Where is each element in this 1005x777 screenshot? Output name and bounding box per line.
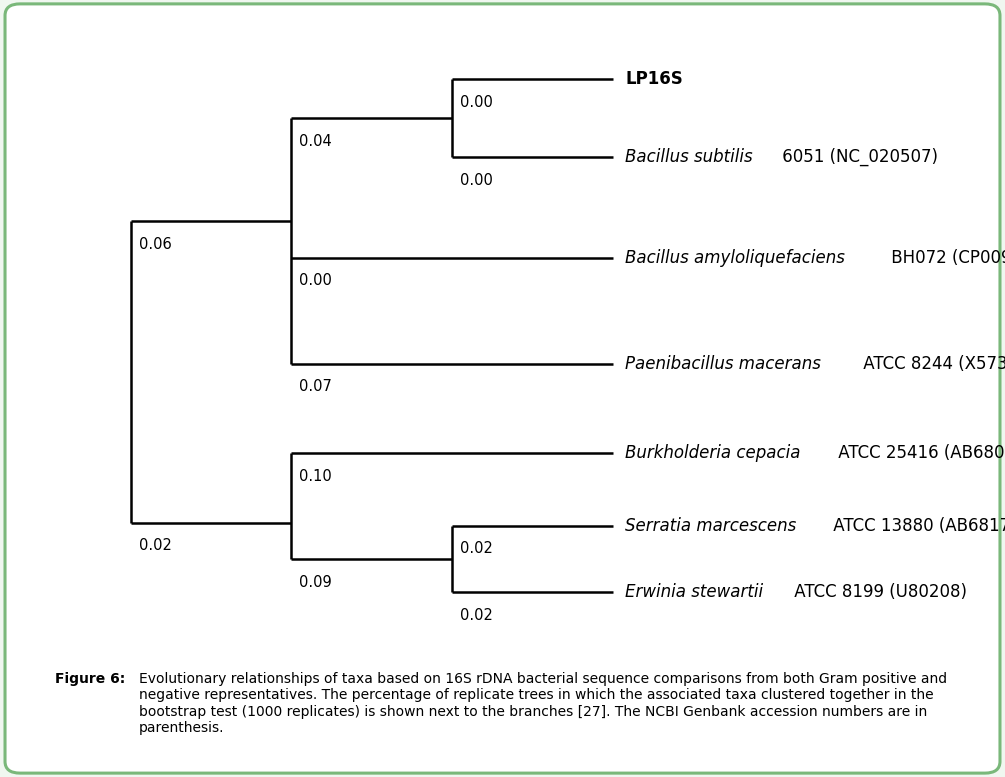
Text: 0.02: 0.02 bbox=[460, 608, 493, 623]
Text: Bacillus subtilis: Bacillus subtilis bbox=[625, 148, 753, 166]
Text: Figure 6:: Figure 6: bbox=[55, 672, 126, 686]
Text: ATCC 25416 (AB680546): ATCC 25416 (AB680546) bbox=[833, 444, 1005, 462]
Text: LP16S: LP16S bbox=[625, 70, 682, 88]
Text: ATCC 8199 (U80208): ATCC 8199 (U80208) bbox=[789, 584, 967, 601]
Text: 0.09: 0.09 bbox=[299, 575, 333, 590]
Text: 0.10: 0.10 bbox=[299, 469, 333, 483]
Text: Bacillus amyloliquefaciens: Bacillus amyloliquefaciens bbox=[625, 249, 845, 267]
Text: 0.02: 0.02 bbox=[460, 541, 493, 556]
Text: 0.04: 0.04 bbox=[299, 134, 333, 149]
Text: 6051 (NC_020507): 6051 (NC_020507) bbox=[777, 148, 938, 166]
Text: 0.02: 0.02 bbox=[139, 538, 172, 553]
Text: Serratia marcescens: Serratia marcescens bbox=[625, 517, 796, 535]
Text: Burkholderia cepacia: Burkholderia cepacia bbox=[625, 444, 801, 462]
Text: 0.00: 0.00 bbox=[460, 172, 493, 188]
Text: 0.00: 0.00 bbox=[460, 95, 493, 110]
Text: Evolutionary relationships of taxa based on 16S rDNA bacterial sequence comparis: Evolutionary relationships of taxa based… bbox=[139, 672, 947, 735]
Text: 0.00: 0.00 bbox=[299, 274, 333, 288]
Text: BH072 (CP009938): BH072 (CP009938) bbox=[886, 249, 1005, 267]
Text: 0.07: 0.07 bbox=[299, 379, 333, 395]
Text: ATCC 8244 (X57306): ATCC 8244 (X57306) bbox=[857, 355, 1005, 373]
Text: Erwinia stewartii: Erwinia stewartii bbox=[625, 584, 763, 601]
Text: ATCC 13880 (AB681729.1): ATCC 13880 (AB681729.1) bbox=[828, 517, 1005, 535]
Text: 0.06: 0.06 bbox=[139, 237, 172, 252]
Text: Paenibacillus macerans: Paenibacillus macerans bbox=[625, 355, 821, 373]
